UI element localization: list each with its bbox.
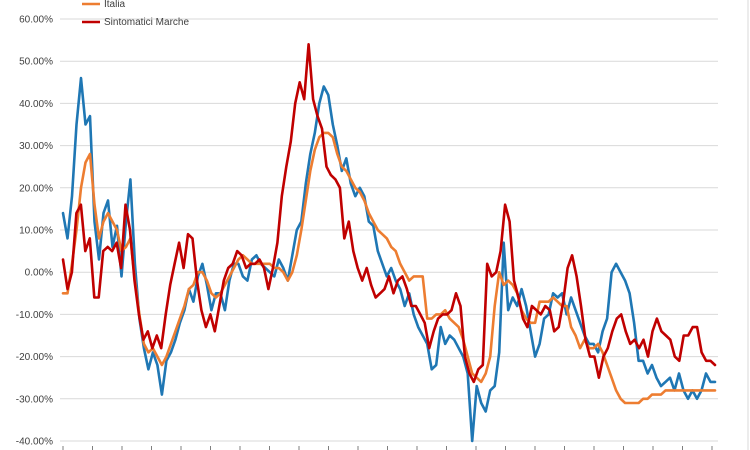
- y-tick-label: -10.00%: [16, 310, 53, 321]
- legend-label-sintomatici-marche: Sintomatici Marche: [104, 17, 189, 28]
- series-line-unnamed: [61, 76, 717, 443]
- y-tick-label: 60.00%: [19, 15, 53, 26]
- y-tick-label: 0.00%: [25, 268, 53, 279]
- y-tick-label: -40.00%: [16, 437, 53, 448]
- legend-label-italia: Italia: [104, 0, 126, 10]
- y-axis: 60.00% 50.00% 40.00% 30.00% 20.00% 10.00% 0.00…: [16, 15, 53, 448]
- y-tick-label: 30.00%: [19, 141, 53, 152]
- y-tick-label: 40.00%: [19, 99, 53, 110]
- series-line-italia: [61, 131, 717, 405]
- y-tick-label: -20.00%: [16, 352, 53, 363]
- x-axis-ticks: [62, 446, 713, 450]
- series-lines: [61, 42, 717, 443]
- y-tick-label: 50.00%: [19, 57, 53, 68]
- series-line-sintomatici-marche: [61, 42, 717, 384]
- y-tick-label: -30.00%: [16, 394, 53, 405]
- gridlines: [60, 0, 749, 450]
- legend: Italia Sintomatici Marche: [82, 0, 189, 28]
- y-tick-label: 20.00%: [19, 183, 53, 194]
- y-tick-label: 10.00%: [19, 226, 53, 237]
